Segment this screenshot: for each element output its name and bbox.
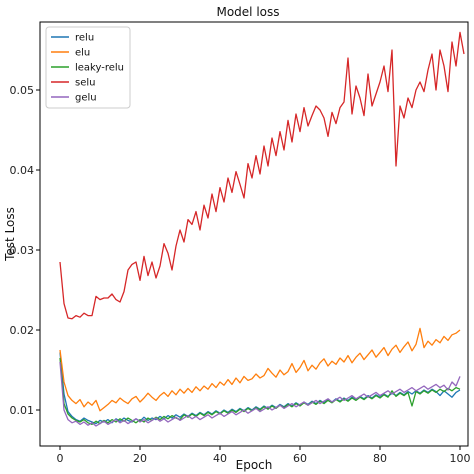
x-tick-label: 80 [373, 452, 387, 465]
legend-label-relu: relu [75, 33, 94, 44]
series-line-gelu [59, 361, 461, 427]
y-axis: 0.01 0.02 0.03 0.04 0.05 [10, 84, 40, 417]
y-axis-label: Test Loss [3, 207, 17, 262]
legend-label-gelu: gelu [75, 93, 97, 104]
chart-title: Model loss [216, 5, 279, 19]
x-axis: 0 20 40 60 80 100 [57, 446, 471, 465]
legend-label-selu: selu [75, 78, 95, 89]
series-layer [59, 31, 465, 427]
x-axis-label: Epoch [236, 458, 273, 472]
x-tick-label: 40 [213, 452, 227, 465]
legend-label-leaky-relu: leaky-relu [75, 63, 124, 74]
legend-box [45, 26, 131, 109]
x-tick-label: 60 [293, 452, 307, 465]
x-tick-label: 100 [450, 452, 471, 465]
y-tick-label: 0.05 [10, 84, 35, 97]
x-tick-label: 20 [133, 452, 147, 465]
series-line-selu [59, 31, 465, 320]
plot-area [39, 21, 469, 447]
legend-label-elu: elu [75, 48, 90, 59]
y-tick-label: 0.04 [10, 164, 35, 177]
y-tick-label: 0.02 [10, 324, 35, 337]
x-tick-label: 0 [57, 452, 64, 465]
series-line-elu [59, 327, 461, 412]
y-tick-label: 0.01 [10, 404, 35, 417]
y-tick-label: 0.03 [10, 244, 35, 257]
legend: relu elu leaky-relu selu gelu [45, 26, 131, 109]
